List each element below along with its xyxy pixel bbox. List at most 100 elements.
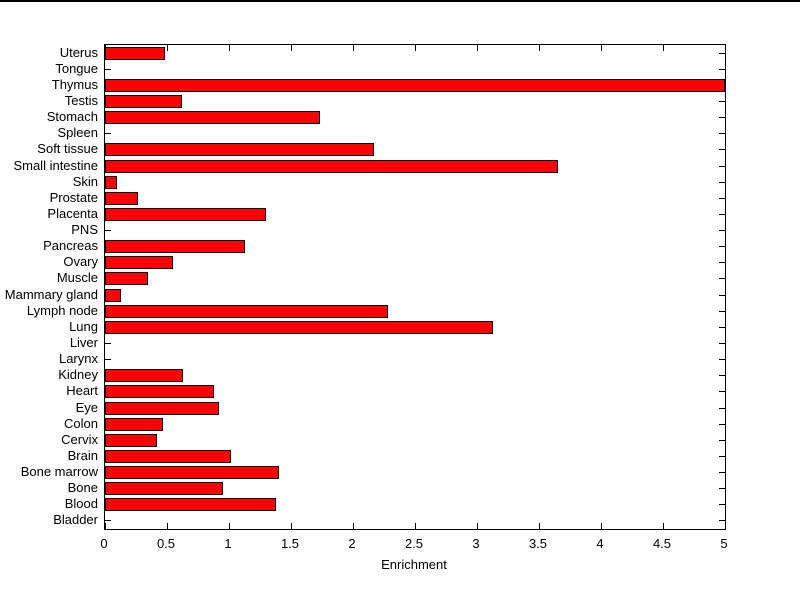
x-axis-tick — [477, 523, 478, 529]
bar — [105, 418, 163, 431]
y-axis-tick — [105, 133, 111, 134]
bar — [105, 143, 374, 156]
bar — [105, 369, 183, 382]
y-axis-tick-right — [719, 375, 725, 376]
bar — [105, 208, 266, 221]
y-axis-tick-right — [719, 149, 725, 150]
y-axis-tick-right — [719, 327, 725, 328]
y-category-label: Bone — [67, 480, 98, 495]
y-category-label: Eye — [75, 400, 98, 415]
y-axis-tick-right — [719, 133, 725, 134]
y-axis-tick-right — [719, 472, 725, 473]
x-axis-tick-top — [167, 45, 168, 51]
y-axis-tick-right — [719, 246, 725, 247]
y-axis-tick-right — [719, 343, 725, 344]
y-category-label: Placenta — [47, 206, 98, 221]
y-category-label: Larynx — [58, 351, 98, 366]
plot-area — [104, 44, 726, 530]
y-axis-tick-right — [719, 408, 725, 409]
y-axis-tick-right — [719, 456, 725, 457]
bar — [105, 466, 279, 479]
y-axis-tick-right — [719, 295, 725, 296]
x-axis-tick-top — [477, 45, 478, 51]
y-category-label: Prostate — [49, 190, 98, 205]
y-category-label: Bladder — [53, 512, 98, 527]
y-category-label: Colon — [64, 416, 98, 431]
y-axis-tick-right — [719, 214, 725, 215]
y-category-label: Soft tissue — [37, 141, 98, 156]
x-axis-tick — [539, 523, 540, 529]
y-axis-tick-right — [719, 230, 725, 231]
y-axis-tick-right — [719, 69, 725, 70]
x-axis-tick-top — [663, 45, 664, 51]
bar — [105, 434, 157, 447]
y-category-label: Spleen — [57, 125, 98, 140]
y-axis-tick-right — [719, 117, 725, 118]
y-axis-tick-right — [719, 166, 725, 167]
x-axis-tick — [105, 523, 106, 529]
bar — [105, 176, 117, 189]
bar — [105, 160, 558, 173]
bar — [105, 482, 223, 495]
y-axis-tick-right — [719, 53, 725, 54]
y-category-label: Small intestine — [13, 158, 98, 173]
y-axis-tick-right — [719, 198, 725, 199]
bar — [105, 289, 121, 302]
x-axis-tick — [291, 523, 292, 529]
bar — [105, 385, 214, 398]
y-category-label: Ovary — [63, 254, 98, 269]
y-category-label: Cervix — [61, 432, 98, 447]
x-tick-label: 4 — [596, 536, 604, 551]
x-tick-label: 1 — [224, 536, 232, 551]
bar — [105, 402, 219, 415]
x-axis-tick — [601, 523, 602, 529]
y-axis-tick-right — [719, 262, 725, 263]
bar — [105, 95, 182, 108]
y-axis-tick-right — [719, 424, 725, 425]
y-axis-tick — [105, 359, 111, 360]
y-category-label: Testis — [64, 93, 98, 108]
x-axis-tick-top — [353, 45, 354, 51]
bar — [105, 450, 231, 463]
x-axis-label: Enrichment — [381, 557, 447, 572]
y-category-label: Heart — [66, 383, 98, 398]
y-category-label: PNS — [71, 222, 98, 237]
x-axis-tick-top — [415, 45, 416, 51]
y-category-label: Muscle — [56, 270, 98, 285]
bar — [105, 192, 138, 205]
x-axis-tick-top — [601, 45, 602, 51]
y-category-label: Pancreas — [43, 238, 98, 253]
x-tick-label: 2 — [348, 536, 356, 551]
y-axis-tick-right — [719, 504, 725, 505]
bar — [105, 111, 320, 124]
x-axis-tick-top — [105, 45, 106, 51]
bar — [105, 79, 725, 92]
x-axis-tick-top — [229, 45, 230, 51]
x-tick-label: 3 — [472, 536, 480, 551]
x-tick-label: 0 — [100, 536, 108, 551]
y-category-label: Thymus — [51, 77, 98, 92]
bar — [105, 498, 276, 511]
y-category-label: Bone marrow — [20, 464, 98, 479]
y-category-label: Tongue — [55, 61, 98, 76]
bar — [105, 305, 388, 318]
y-category-label: Liver — [69, 335, 98, 350]
y-category-label: Lung — [69, 319, 98, 334]
x-axis-tick — [415, 523, 416, 529]
window-top-border — [0, 0, 800, 2]
y-axis-tick-right — [719, 278, 725, 279]
y-axis-tick — [105, 69, 111, 70]
y-category-label: Lymph node — [26, 303, 98, 318]
x-axis-tick — [229, 523, 230, 529]
x-tick-label: 2.5 — [404, 536, 424, 551]
bar — [105, 256, 173, 269]
x-axis-tick — [663, 523, 664, 529]
y-axis-tick-right — [719, 440, 725, 441]
bar — [105, 321, 493, 334]
y-axis-tick — [105, 230, 111, 231]
x-tick-label: 1.5 — [280, 536, 300, 551]
x-axis-tick-top — [725, 45, 726, 51]
x-tick-label: 3.5 — [528, 536, 548, 551]
bar — [105, 240, 245, 253]
